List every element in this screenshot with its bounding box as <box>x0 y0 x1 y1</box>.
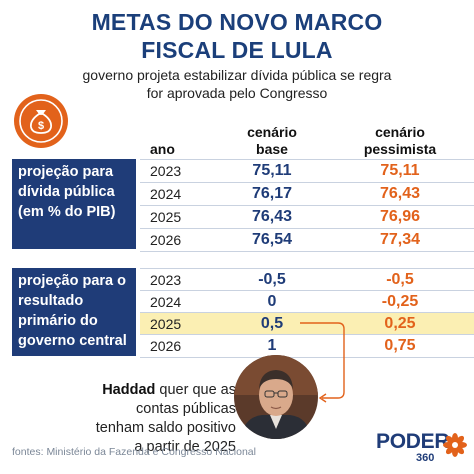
section2-label-line-3: primário do <box>18 313 98 329</box>
section1-label-line-2: dívida pública <box>18 184 115 200</box>
cell-pessimista: 0,25 <box>384 315 416 332</box>
cell-pessimista: 0,75 <box>384 337 416 354</box>
table-row: 2024 0 -0,25 <box>140 290 474 313</box>
source-note: fontes: Ministério da Fazenda e Congress… <box>12 446 256 458</box>
table-row: 2026 1 0,75 <box>140 334 474 357</box>
subtitle-line-2: for aprovada pelo Congresso <box>146 85 328 101</box>
cell-ano: 2025 <box>150 316 182 332</box>
col-header-pess-line-2: pessimista <box>363 141 437 157</box>
quote-text: quer que as contas públicas tenham saldo… <box>95 382 236 455</box>
page-title: METAS DO NOVO MARCO FISCAL DE LULA <box>0 8 474 64</box>
poder360-flower-icon <box>443 433 467 457</box>
col-header-base-line-2: base <box>256 141 288 157</box>
cell-ano: 2026 <box>150 338 182 354</box>
cell-ano: 2025 <box>150 209 182 225</box>
table-row: 2026 76,54 77,34 <box>140 228 474 251</box>
table-row-highlighted: 2025 0,5 0,25 <box>140 312 474 335</box>
col-header-pess-line-1: cenário <box>375 124 425 140</box>
cell-base: 0,5 <box>260 315 284 332</box>
cell-ano: 2024 <box>150 294 182 310</box>
section2-label-line-2: resultado <box>18 293 84 309</box>
cell-base: 0 <box>267 293 277 310</box>
cell-pessimista: -0,25 <box>381 293 419 310</box>
subtitle-line-1: governo projeta estabilizar dívida públi… <box>82 67 392 83</box>
table-row: 2025 76,43 76,96 <box>140 205 474 228</box>
cell-ano: 2024 <box>150 186 182 202</box>
cell-pessimista: 77,34 <box>379 231 421 248</box>
col-header-base-line-1: cenário <box>247 124 297 140</box>
haddad-quote: Haddad quer que as contas públicas tenha… <box>86 381 236 457</box>
section1-label-line-1: projeção para <box>18 164 114 180</box>
col-header-pessimista: cenário pessimista <box>330 124 470 158</box>
haddad-photo <box>234 355 318 439</box>
logo-number: 360 <box>416 452 435 464</box>
page-subtitle: governo projeta estabilizar dívida públi… <box>40 66 434 102</box>
cell-base: 76,54 <box>251 231 293 248</box>
row-divider <box>140 251 474 252</box>
cell-ano: 2023 <box>150 272 182 288</box>
col-header-ano: ano <box>150 141 175 157</box>
money-bag-icon: $ <box>14 94 68 148</box>
cell-pessimista: -0,5 <box>386 271 414 288</box>
section2-label-line-1: projeção para o <box>18 273 126 289</box>
logo-text: PODER <box>376 430 450 453</box>
table-row: 2024 76,17 76,43 <box>140 182 474 205</box>
cell-ano: 2026 <box>150 232 182 248</box>
cell-base: 76,17 <box>251 185 293 202</box>
cell-base: 1 <box>267 337 277 354</box>
table-row: 2023 -0,5 -0,5 <box>140 268 474 291</box>
section2-label-line-4: governo central <box>18 333 127 349</box>
cell-base: 75,11 <box>252 162 292 179</box>
cell-pessimista: 76,43 <box>379 185 421 202</box>
table-row: 2023 75,11 75,11 <box>140 159 474 182</box>
cell-pessimista: 75,11 <box>380 162 420 179</box>
cell-base: -0,5 <box>258 271 286 288</box>
section1-label-line-3: (em % do PIB) <box>18 204 116 220</box>
cell-pessimista: 76,96 <box>379 208 421 225</box>
col-header-base: cenário base <box>202 124 342 158</box>
quote-name: Haddad <box>102 382 156 398</box>
cell-ano: 2023 <box>150 163 182 179</box>
cell-base: 76,43 <box>251 208 293 225</box>
svg-text:$: $ <box>38 120 44 132</box>
section-label-divida: projeção para dívida pública (em % do PI… <box>12 159 136 249</box>
section-label-resultado: projeção para o resultado primário do go… <box>12 268 136 356</box>
title-line-2: FISCAL DE LULA <box>141 37 333 63</box>
title-line-1: METAS DO NOVO MARCO <box>91 9 383 35</box>
